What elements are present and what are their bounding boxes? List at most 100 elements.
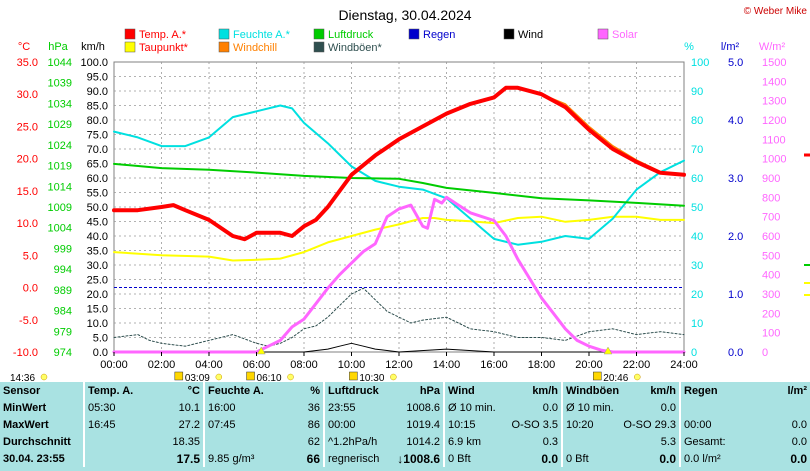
axis-title-temp: °C: [18, 41, 30, 53]
legend-label: Taupunkt*: [139, 42, 189, 54]
tick-label-kmh: 35.0: [87, 246, 108, 258]
legend-swatch: [218, 41, 230, 53]
tick-label-hpa: 1014: [48, 181, 72, 193]
tick-label-solar: 1300: [762, 96, 786, 108]
table-cell: O-SO 3.5: [511, 418, 558, 431]
table-cell: 9.85 g/m³: [203, 450, 264, 467]
legend-label: Windchill: [233, 42, 277, 54]
table-cell: Ø 10 min.: [443, 399, 502, 416]
sun-marker-triangle: [256, 346, 266, 355]
tick-label-pct: 20: [691, 289, 703, 301]
table-header-cell: km/h: [650, 384, 676, 397]
sun-marker-triangle: [603, 346, 613, 355]
tick-label-kmh: 55.0: [87, 188, 108, 200]
x-tick-label: 12:00: [385, 359, 413, 371]
table-cell: [203, 433, 264, 450]
tick-label-hpa: 1039: [48, 78, 72, 90]
sun-icon: [390, 373, 397, 381]
legend-swatch: [124, 41, 136, 53]
series-line-temp-a: [112, 85, 686, 242]
sun-icon: [215, 373, 223, 381]
table-cell: 0 Bft: [443, 450, 502, 467]
tick-label-hpa: 994: [54, 264, 72, 276]
table-header-cell: Regen: [679, 382, 742, 399]
table-row: MaxWert 16:45 27.2 07:45 86 00:00 1019.4 10:15 O…: [0, 416, 810, 433]
table-cell: 27.2: [178, 418, 200, 431]
table-cell: 00:00: [323, 416, 384, 433]
table-row: MinWert 05:30 10.1 16:00 36 23:55 1008.6 Ø 10 m…: [0, 399, 810, 416]
table-cell: 10.1: [178, 401, 200, 414]
table-row: Durchschnitt 18.35 62 ^1.2hPa/h 1014.2 6.9 km…: [0, 433, 810, 450]
tick-label-kmh: 15.0: [87, 304, 108, 316]
tick-label-solar: 700: [762, 212, 780, 224]
grid: [113, 61, 685, 353]
tick-label-temp: 35.0: [17, 57, 38, 69]
table-cell: Durchschnitt: [3, 435, 71, 448]
tick-label-kmh: 80.0: [87, 115, 108, 127]
legend-swatch: [503, 28, 515, 40]
table-cell: 86: [307, 418, 320, 431]
x-tick-label: 18:00: [528, 359, 556, 371]
tick-label-hpa: 1034: [48, 98, 72, 110]
axis-title-kmh: km/h: [81, 41, 105, 53]
weather-chart: Dienstag, 30.04.2024 © Weber Mike Temp. …: [10, 6, 810, 382]
tick-label-solar: 400: [762, 270, 780, 282]
tick-label-rain: 4.0: [728, 115, 743, 127]
table-cell: 16:00: [203, 399, 264, 416]
tick-label-kmh: 100.0: [80, 57, 108, 69]
table-cell: 0.0: [660, 401, 676, 414]
tick-label-solar: 300: [762, 289, 780, 301]
tick-label-pct: 50: [691, 202, 703, 214]
legend-swatch: [313, 41, 325, 53]
table-cell: 0.0 l/m²: [679, 450, 742, 467]
table-cell: 0.0: [541, 451, 558, 466]
x-tick-label: 24:00: [670, 359, 698, 371]
tick-label-rain: 1.0: [728, 289, 743, 301]
tick-label-hpa: 979: [54, 326, 72, 338]
tick-label-hpa: 1029: [48, 119, 72, 131]
tick-label-solar: 1000: [762, 154, 786, 166]
tick-label-hpa: 1044: [48, 57, 72, 69]
table-cell: 0.0: [790, 451, 807, 466]
table-cell: 0.3: [542, 435, 558, 448]
table-cell: 00:00: [679, 416, 742, 433]
x-tick-label: 04:00: [195, 359, 223, 371]
moon-phase-icon: [174, 371, 184, 381]
table-header-cell: hPa: [419, 384, 440, 397]
axis-title-solar: W/m²: [759, 41, 786, 53]
sun-icon: [634, 373, 641, 381]
tick-label-temp: 5.0: [23, 250, 38, 262]
marker-label: 20:46: [603, 373, 628, 382]
tick-label-temp: -5.0: [19, 315, 38, 327]
table-cell: 62: [307, 435, 320, 448]
tick-label-pct: 10: [691, 318, 703, 330]
tick-label-solar: 0: [762, 347, 768, 359]
tick-label-rain: 2.0: [728, 231, 743, 243]
series-line-solar: [112, 195, 686, 354]
table-cell: 5.3: [660, 435, 676, 448]
tick-label-rain: 5.0: [728, 57, 743, 69]
table-header-cell: Temp. A.: [83, 382, 144, 399]
tick-label-temp: 0.0: [23, 283, 38, 295]
tick-label-hpa: 1024: [48, 140, 72, 152]
legend-swatch: [408, 28, 420, 40]
axis-title-pct: %: [684, 41, 694, 53]
table-cell: [83, 433, 144, 450]
axes: °C 35.0 30.0 25.0 20.0 15.0 10.0 5.0 0.0 -5.0 -10.…: [13, 41, 810, 359]
tick-label-pct: 40: [691, 231, 703, 243]
tick-label-solar: 900: [762, 173, 780, 185]
tick-label-temp: 30.0: [17, 89, 38, 101]
table-cell: 18.35: [172, 435, 200, 448]
sun-icon: [287, 373, 294, 381]
table-cell: 0.0: [791, 418, 807, 431]
series-line-luftdruck: [113, 162, 685, 207]
table-cell: Ø 10 min.: [561, 399, 620, 416]
tick-label-solar: 1100: [762, 134, 786, 146]
table-cell: 6.9 km: [443, 433, 502, 450]
tick-label-solar: 1500: [762, 57, 786, 69]
tick-label-solar: 1400: [762, 76, 786, 88]
tick-label-pct: 60: [691, 173, 703, 185]
table-cell: ^1.2hPa/h: [323, 433, 384, 450]
tick-label-hpa: 999: [54, 243, 72, 255]
tick-label-kmh: 20.0: [87, 289, 108, 301]
